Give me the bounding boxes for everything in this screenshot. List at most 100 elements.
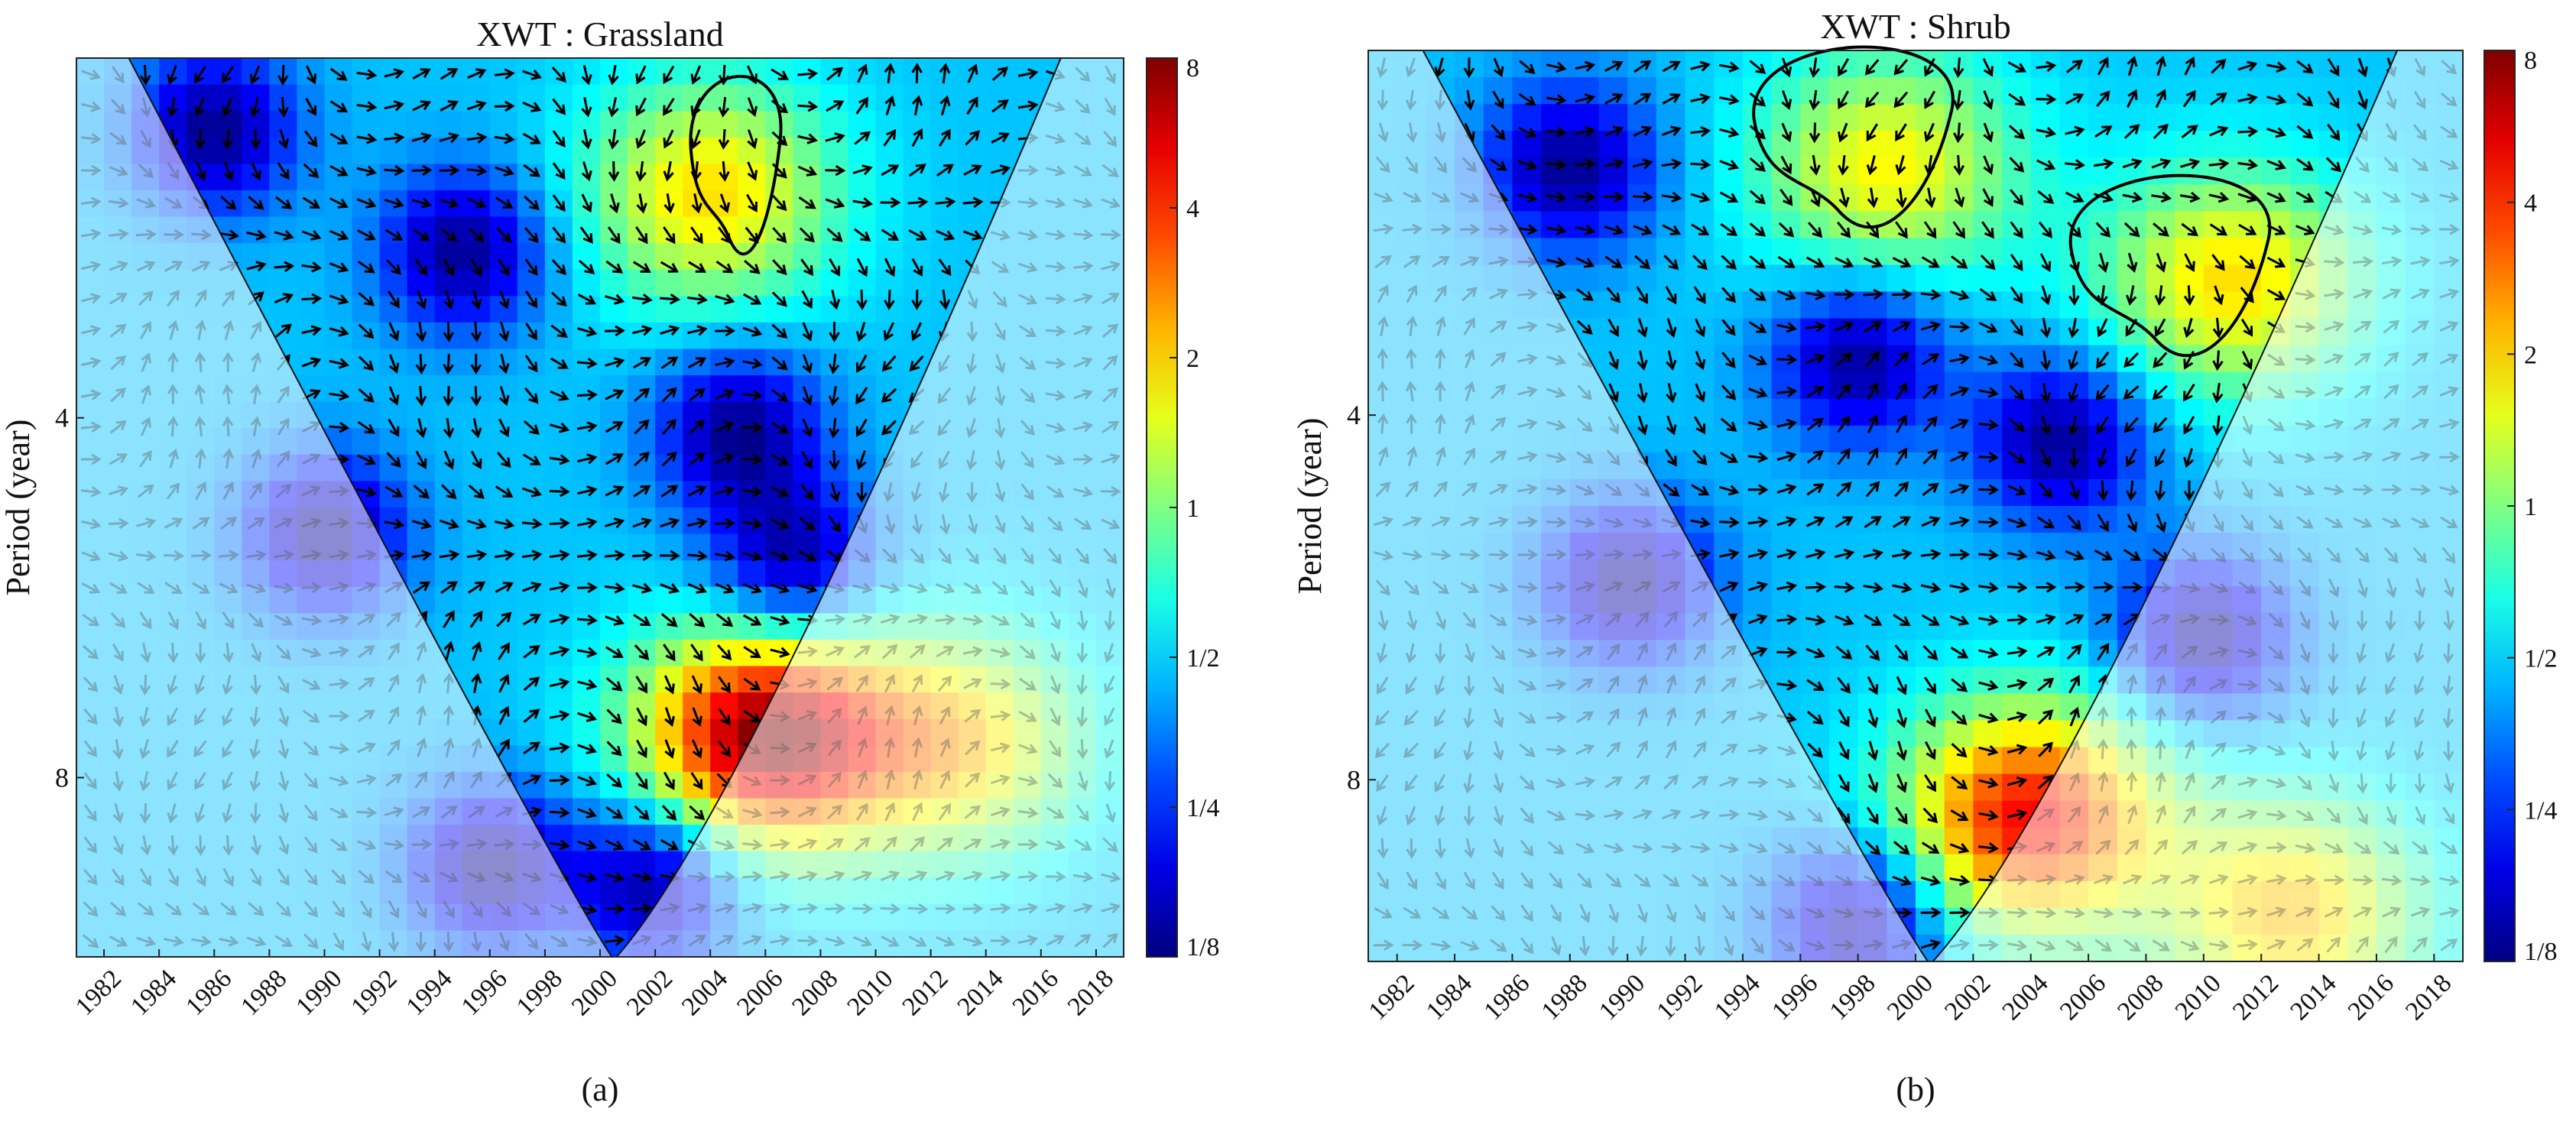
- heat-cell: [407, 84, 436, 112]
- heat-cell: [462, 269, 491, 297]
- heat-cell: [1483, 211, 1513, 239]
- phase-arrow: [443, 705, 455, 726]
- heat-cell: [1095, 269, 1124, 297]
- phase-arrow: [167, 352, 179, 373]
- phase-arrow: [81, 293, 102, 304]
- heat-cell: [104, 745, 132, 773]
- heat-cell: [489, 401, 518, 429]
- phase-arrow: [194, 803, 206, 824]
- heat-cell: [1512, 425, 1542, 453]
- phase-arrow: [275, 644, 291, 660]
- heat-cell: [1068, 560, 1097, 588]
- phase-arrow: [193, 740, 207, 757]
- heat-cell: [1040, 428, 1069, 456]
- heat-cell: [875, 930, 904, 957]
- heat-cell: [297, 745, 326, 773]
- heat-cell: [434, 903, 463, 932]
- phase-arrow: [139, 867, 151, 887]
- heat-cell: [434, 798, 463, 825]
- phase-arrow: [770, 870, 791, 882]
- heat-cell: [820, 877, 849, 905]
- phase-arrow: [138, 290, 154, 306]
- heat-cell: [1040, 296, 1069, 323]
- phase-arrow: [302, 453, 321, 465]
- phase-arrow: [195, 319, 206, 341]
- phase-arrow: [222, 739, 234, 758]
- heat-cell: [76, 877, 105, 905]
- heat-cell: [76, 322, 105, 350]
- heat-cell: [710, 930, 739, 957]
- heat-cell: [269, 560, 298, 588]
- heat-cell: [958, 639, 987, 667]
- heat-cell: [1013, 401, 1042, 429]
- heat-cell: [1013, 771, 1042, 799]
- heat-cell: [242, 349, 271, 376]
- heat-cell: [489, 903, 518, 932]
- heat-cell: [352, 586, 381, 614]
- heat-cell: [1068, 164, 1097, 191]
- heat-cell: [187, 269, 216, 297]
- heat-cell: [1512, 934, 1542, 961]
- phase-arrow: [109, 131, 128, 145]
- phase-arrow: [302, 421, 321, 433]
- heat-cell: [600, 586, 628, 614]
- heat-cell: [875, 164, 904, 191]
- heat-cell: [1368, 934, 1398, 961]
- phase-arrow: [825, 903, 846, 915]
- heat-cell: [76, 613, 105, 640]
- heat-cell: [1368, 586, 1398, 614]
- heat-cell: [104, 639, 132, 667]
- heat-cell: [214, 692, 243, 720]
- heat-cell: [875, 851, 904, 878]
- heat-cell: [352, 401, 381, 429]
- phase-arrow: [80, 421, 102, 433]
- heat-cell: [159, 164, 188, 191]
- heat-cell: [875, 825, 904, 852]
- heat-cell: [793, 825, 822, 852]
- heat-cell: [269, 666, 298, 693]
- heat-cell: [462, 137, 491, 165]
- phase-arrow: [140, 835, 151, 856]
- heat-cell: [848, 798, 877, 825]
- heat-cell: [793, 930, 822, 957]
- heat-cell: [1013, 639, 1042, 667]
- heat-cell: [324, 560, 353, 588]
- heat-cell: [1397, 586, 1427, 614]
- heat-cell: [489, 825, 518, 852]
- heat-cell: [131, 613, 160, 640]
- heat-cell: [628, 269, 656, 297]
- phase-arrow: [387, 642, 400, 660]
- heat-cell: [930, 349, 959, 376]
- heat-cell: [820, 84, 849, 112]
- heat-cell: [104, 560, 132, 588]
- phase-arrow: [194, 352, 206, 373]
- phase-arrow: [222, 835, 234, 856]
- heat-cell: [489, 851, 518, 878]
- phase-arrow: [854, 644, 871, 659]
- heat-cell: [1013, 877, 1042, 905]
- phase-arrow: [361, 932, 372, 952]
- phase-arrow: [302, 679, 321, 690]
- heat-cell: [462, 771, 491, 799]
- heat-cell: [710, 718, 739, 747]
- phase-arrow: [277, 770, 290, 792]
- heat-cell: [76, 58, 105, 86]
- phase-arrow: [884, 737, 896, 758]
- heat-cell: [131, 428, 160, 456]
- heat-cell: [1068, 798, 1097, 825]
- phase-arrow: [471, 931, 482, 952]
- heat-cell: [462, 798, 491, 825]
- heat-cell: [352, 825, 381, 852]
- heat-cell: [1013, 825, 1042, 852]
- phase-arrow: [660, 903, 680, 914]
- phase-arrow: [770, 806, 791, 819]
- heat-cell: [297, 639, 326, 667]
- heat-cell: [765, 560, 794, 588]
- heat-cell: [1397, 157, 1427, 186]
- heat-cell: [544, 903, 573, 932]
- heat-cell: [985, 428, 1014, 456]
- heat-cell: [489, 111, 518, 138]
- heat-cell: [76, 533, 105, 561]
- heat-cell: [297, 560, 326, 588]
- heat-cell: [1512, 559, 1542, 587]
